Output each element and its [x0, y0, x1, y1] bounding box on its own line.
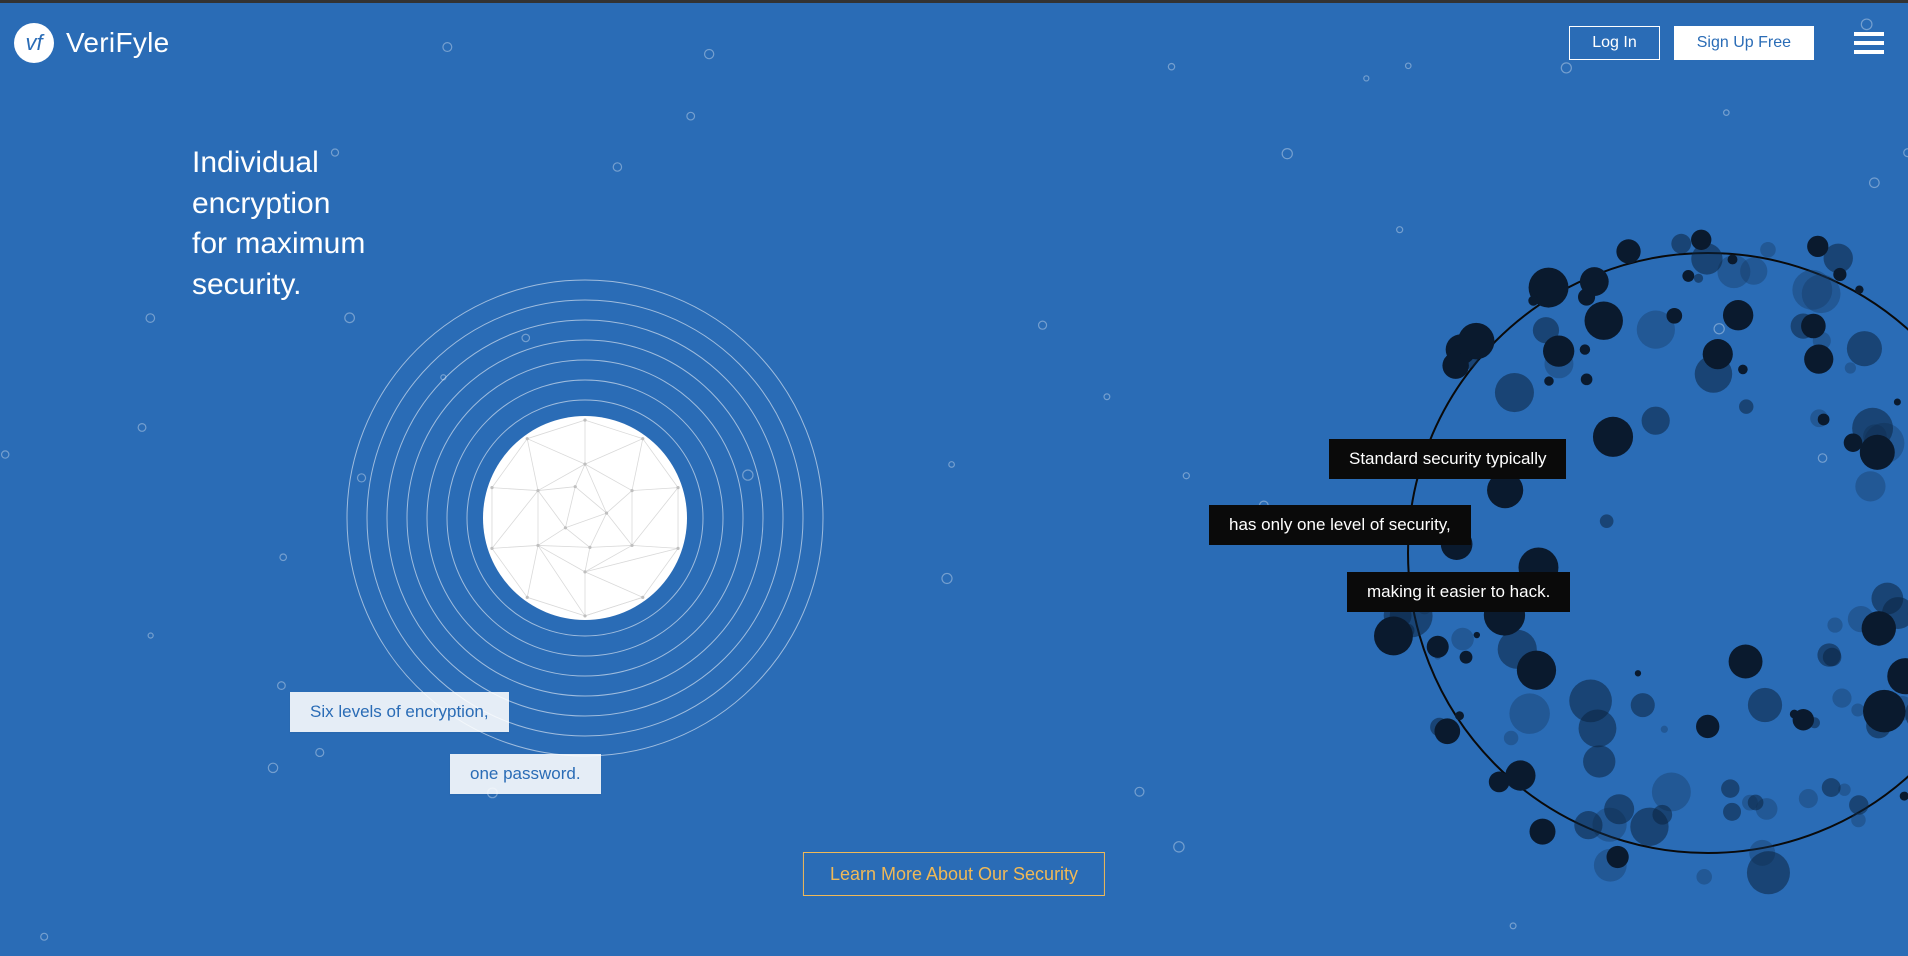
brand-name: VeriFyle: [66, 27, 170, 59]
hero-headline: Individual encryption for maximum securi…: [192, 143, 365, 305]
encryption-feature-chip-1: Six levels of encryption,: [290, 692, 509, 732]
signup-button[interactable]: Sign Up Free: [1674, 26, 1814, 60]
standard-security-diagram: [1388, 233, 1908, 873]
encryption-rings-diagram: [340, 273, 830, 763]
headline-line: for maximum: [192, 224, 365, 265]
learn-more-button[interactable]: Learn More About Our Security: [803, 852, 1105, 896]
login-button[interactable]: Log In: [1569, 26, 1659, 60]
standard-security-chip-2: has only one level of security,: [1209, 505, 1471, 545]
brand-mark-icon: vf: [14, 23, 54, 63]
headline-line: security.: [192, 265, 365, 306]
encryption-feature-chip-2: one password.: [450, 754, 601, 794]
brand-logo[interactable]: vf VeriFyle: [14, 23, 170, 63]
headline-line: Individual: [192, 143, 365, 184]
standard-security-chip-3: making it easier to hack.: [1347, 572, 1570, 612]
page-root: vf VeriFyle Log In Sign Up Free Individu…: [0, 0, 1908, 956]
hero-section: vf VeriFyle Log In Sign Up Free Individu…: [0, 3, 1908, 956]
nav-buttons: Log In Sign Up Free: [1569, 26, 1884, 60]
headline-line: encryption: [192, 184, 365, 225]
standard-security-chip-1: Standard security typically: [1329, 439, 1566, 479]
menu-icon[interactable]: [1854, 32, 1884, 54]
top-nav: vf VeriFyle Log In Sign Up Free: [0, 3, 1908, 83]
cta-wrap: Learn More About Our Security: [803, 852, 1105, 896]
